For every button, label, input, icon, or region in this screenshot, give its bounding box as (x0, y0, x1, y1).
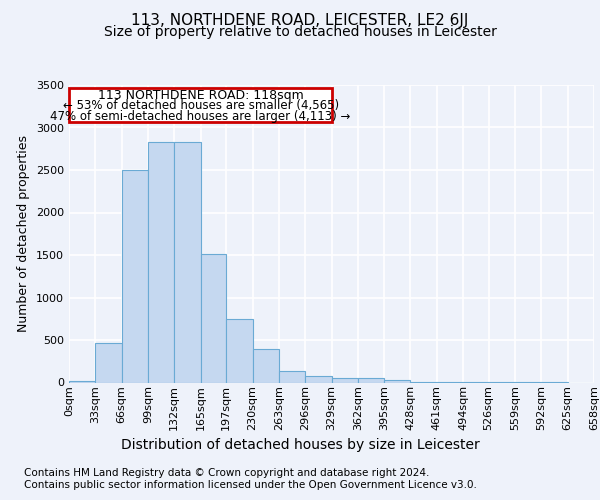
Text: ← 53% of detached houses are smaller (4,565): ← 53% of detached houses are smaller (4,… (62, 99, 339, 112)
Bar (331, 378, 358, 382)
Bar (253, 350, 279, 382)
Bar (279, 370, 305, 382)
Text: Size of property relative to detached houses in Leicester: Size of property relative to detached ho… (104, 25, 496, 39)
Bar (69, 381, 95, 382)
Y-axis label: Number of detached properties: Number of detached properties (17, 135, 31, 332)
Text: Contains HM Land Registry data © Crown copyright and database right 2024.: Contains HM Land Registry data © Crown c… (24, 468, 430, 477)
FancyBboxPatch shape (69, 88, 332, 122)
Bar (175, 142, 200, 382)
Text: 113, NORTHDENE ROAD, LEICESTER, LE2 6JJ: 113, NORTHDENE ROAD, LEICESTER, LE2 6JJ (131, 12, 469, 28)
Text: 47% of semi-detached houses are larger (4,113) →: 47% of semi-detached houses are larger (… (50, 110, 351, 122)
Bar (148, 142, 175, 382)
Bar (384, 380, 410, 382)
Text: 113 NORTHDENE ROAD: 118sqm: 113 NORTHDENE ROAD: 118sqm (98, 88, 304, 102)
Bar (226, 319, 253, 382)
Bar (122, 170, 148, 382)
Bar (200, 254, 226, 382)
Text: Distribution of detached houses by size in Leicester: Distribution of detached houses by size … (121, 438, 479, 452)
Bar (305, 376, 331, 382)
Bar (358, 378, 384, 382)
Bar (95, 344, 122, 382)
Text: Contains public sector information licensed under the Open Government Licence v3: Contains public sector information licen… (24, 480, 477, 490)
